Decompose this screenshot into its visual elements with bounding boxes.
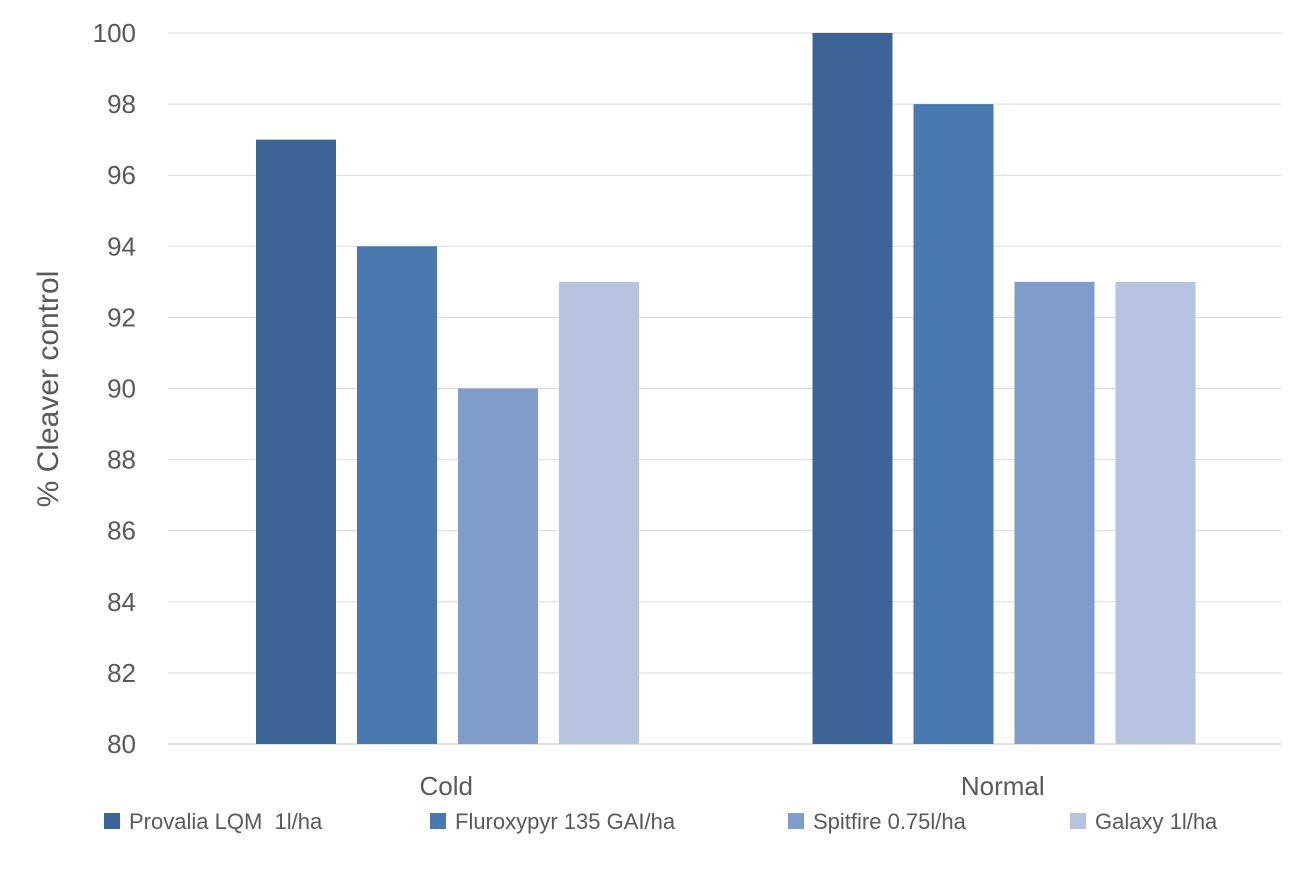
y-tick-label: 98: [107, 89, 136, 119]
y-tick-label: 90: [107, 374, 136, 404]
bar-2-cold: [357, 246, 437, 745]
y-tick-label: 86: [107, 516, 136, 546]
legend-label: Spitfire 0.75l/ha: [813, 809, 967, 834]
y-tick-label: 96: [107, 160, 136, 190]
legend: Provalia LQM 1l/ha Fluroxypyr 135 GAI/ha S…: [104, 809, 1218, 834]
legend-swatch: [1070, 813, 1086, 829]
bar-4-normal: [1115, 281, 1196, 744]
legend-label: Provalia LQM 1l/ha: [129, 809, 323, 834]
legend-swatch: [788, 813, 804, 829]
y-tick-label: 100: [93, 18, 136, 48]
y-tick-label: 92: [107, 302, 136, 332]
x-category-label: Normal: [961, 771, 1045, 801]
y-tick-label: 80: [107, 729, 136, 759]
legend-swatch: [104, 813, 120, 829]
bars: [256, 33, 1196, 745]
bar-3-normal: [1014, 281, 1095, 744]
x-category-label: Cold: [420, 771, 473, 801]
bar-1-normal: [812, 33, 893, 744]
legend-label: Galaxy 1l/ha: [1095, 809, 1218, 834]
bar-1-cold: [256, 139, 336, 744]
bar-2-normal: [913, 104, 994, 745]
y-axis-ticks: 80 82 84 86 88 90 92 94 96 98 100: [93, 18, 136, 759]
y-axis-title: % Cleaver control: [32, 271, 65, 508]
legend-swatch: [430, 813, 446, 829]
gridlines: [168, 32, 1281, 745]
y-tick-label: 88: [107, 445, 136, 475]
y-tick-label: 94: [107, 231, 136, 261]
y-tick-label: 84: [107, 587, 136, 617]
legend-label: Fluroxypyr 135 GAI/ha: [455, 809, 676, 834]
y-tick-label: 82: [107, 658, 136, 688]
bar-3-cold: [458, 388, 538, 744]
bar-4-cold: [559, 281, 639, 744]
x-axis-categories: Cold Normal: [420, 771, 1045, 801]
